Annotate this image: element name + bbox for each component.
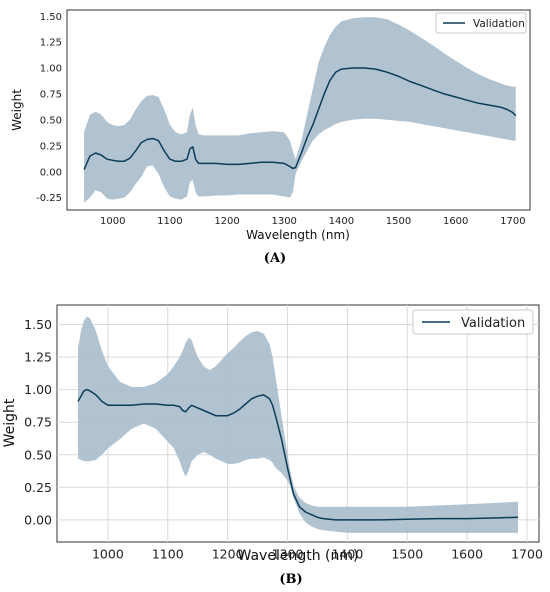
a-y-tick-label-5: 1.00 (40, 64, 62, 75)
b-x-tick-label-1: 1100 (152, 547, 184, 562)
b-x-tick-label-4: 1400 (331, 547, 363, 562)
a-x-tick-label-6: 1600 (443, 216, 468, 227)
b-validation-band (78, 316, 518, 533)
b-x-tick-label-7: 1700 (511, 547, 543, 562)
a-y-tick-label-6: 1.25 (40, 38, 62, 49)
panel-b-legend-label: Validation (461, 316, 525, 331)
panel-b-y-ticks: 0.00 0.25 0.50 0.75 1.00 1.25 1.50 (24, 317, 52, 527)
a-x-tick-label-2: 1200 (214, 216, 239, 227)
a-validation-line (83, 67, 517, 170)
a-y-tick-label-7: 1.50 (40, 12, 62, 23)
panel-b-x-ticks: 1000 1100 1200 1300 1400 1500 1600 1700 (92, 547, 543, 562)
panel-a-legend: Validation (435, 12, 527, 34)
panel-a-legend-box (435, 12, 527, 34)
panel-a-line-layer (83, 67, 517, 170)
panel-a-legend-label: Validation (473, 18, 525, 30)
panel-a-x-axis-label: Wavelength (nm) (246, 228, 350, 242)
panel-a-band-layer (84, 17, 516, 203)
panel-b-caption: (B) (279, 572, 302, 587)
panel-b-legend: Validation (412, 309, 534, 335)
a-x-tick-label-4: 1400 (329, 216, 354, 227)
panel-a-y-ticks: -0.25 0.00 0.25 0.50 0.75 1.00 1.25 1.50 (36, 12, 62, 204)
b-y-tick-label-0: 0.00 (24, 512, 52, 527)
panel-a-chart: 1000 1100 1200 1300 1400 1500 1600 1700 -0.25 0.… (10, 9, 531, 266)
b-x-tick-label-2: 1200 (212, 547, 244, 562)
b-x-tick-label-5: 1500 (391, 547, 423, 562)
a-x-tick-label-5: 1500 (386, 216, 411, 227)
panel-a-x-ticks: 1000 1100 1200 1300 1400 1500 1600 1700 (100, 216, 526, 227)
b-validation-line (77, 388, 519, 521)
a-x-tick-label-3: 1300 (271, 216, 296, 227)
panel-a-caption: (A) (264, 251, 286, 266)
b-y-tick-label-3: 0.75 (24, 415, 52, 430)
panel-b-legend-box (412, 309, 534, 335)
a-x-tick-label-7: 1700 (500, 216, 525, 227)
a-y-tick-label-2: 0.25 (40, 141, 62, 152)
panel-b-y-axis-label: Weight (2, 398, 18, 447)
b-y-tick-label-6: 1.50 (24, 317, 52, 332)
b-y-tick-label-2: 0.50 (24, 447, 52, 462)
panel-b-line-layer (77, 388, 519, 521)
panel-b-x-axis-label: Wavelength (nm) (238, 548, 359, 564)
a-validation-band (84, 17, 516, 203)
b-x-tick-label-6: 1600 (451, 547, 483, 562)
a-y-tick-label-3: 0.50 (40, 115, 62, 126)
a-x-tick-label-0: 1000 (100, 216, 125, 227)
panel-b-band-layer (78, 316, 518, 533)
b-x-tick-label-0: 1000 (92, 547, 124, 562)
b-y-tick-label-5: 1.25 (24, 350, 52, 365)
b-y-tick-label-1: 0.25 (24, 480, 52, 495)
a-y-tick-label-4: 0.75 (40, 90, 62, 101)
panel-b-chart: 1000 1100 1200 1300 1400 1500 1600 1700 0.00 0.2… (2, 304, 543, 587)
panel-a-y-axis-label: Weight (10, 89, 24, 131)
b-x-tick-label-3: 1300 (272, 547, 304, 562)
a-y-tick-label-1: 0.00 (40, 167, 62, 178)
a-y-tick-label-0: -0.25 (36, 193, 62, 204)
b-y-tick-label-4: 1.00 (24, 382, 52, 397)
a-x-tick-label-1: 1100 (157, 216, 182, 227)
